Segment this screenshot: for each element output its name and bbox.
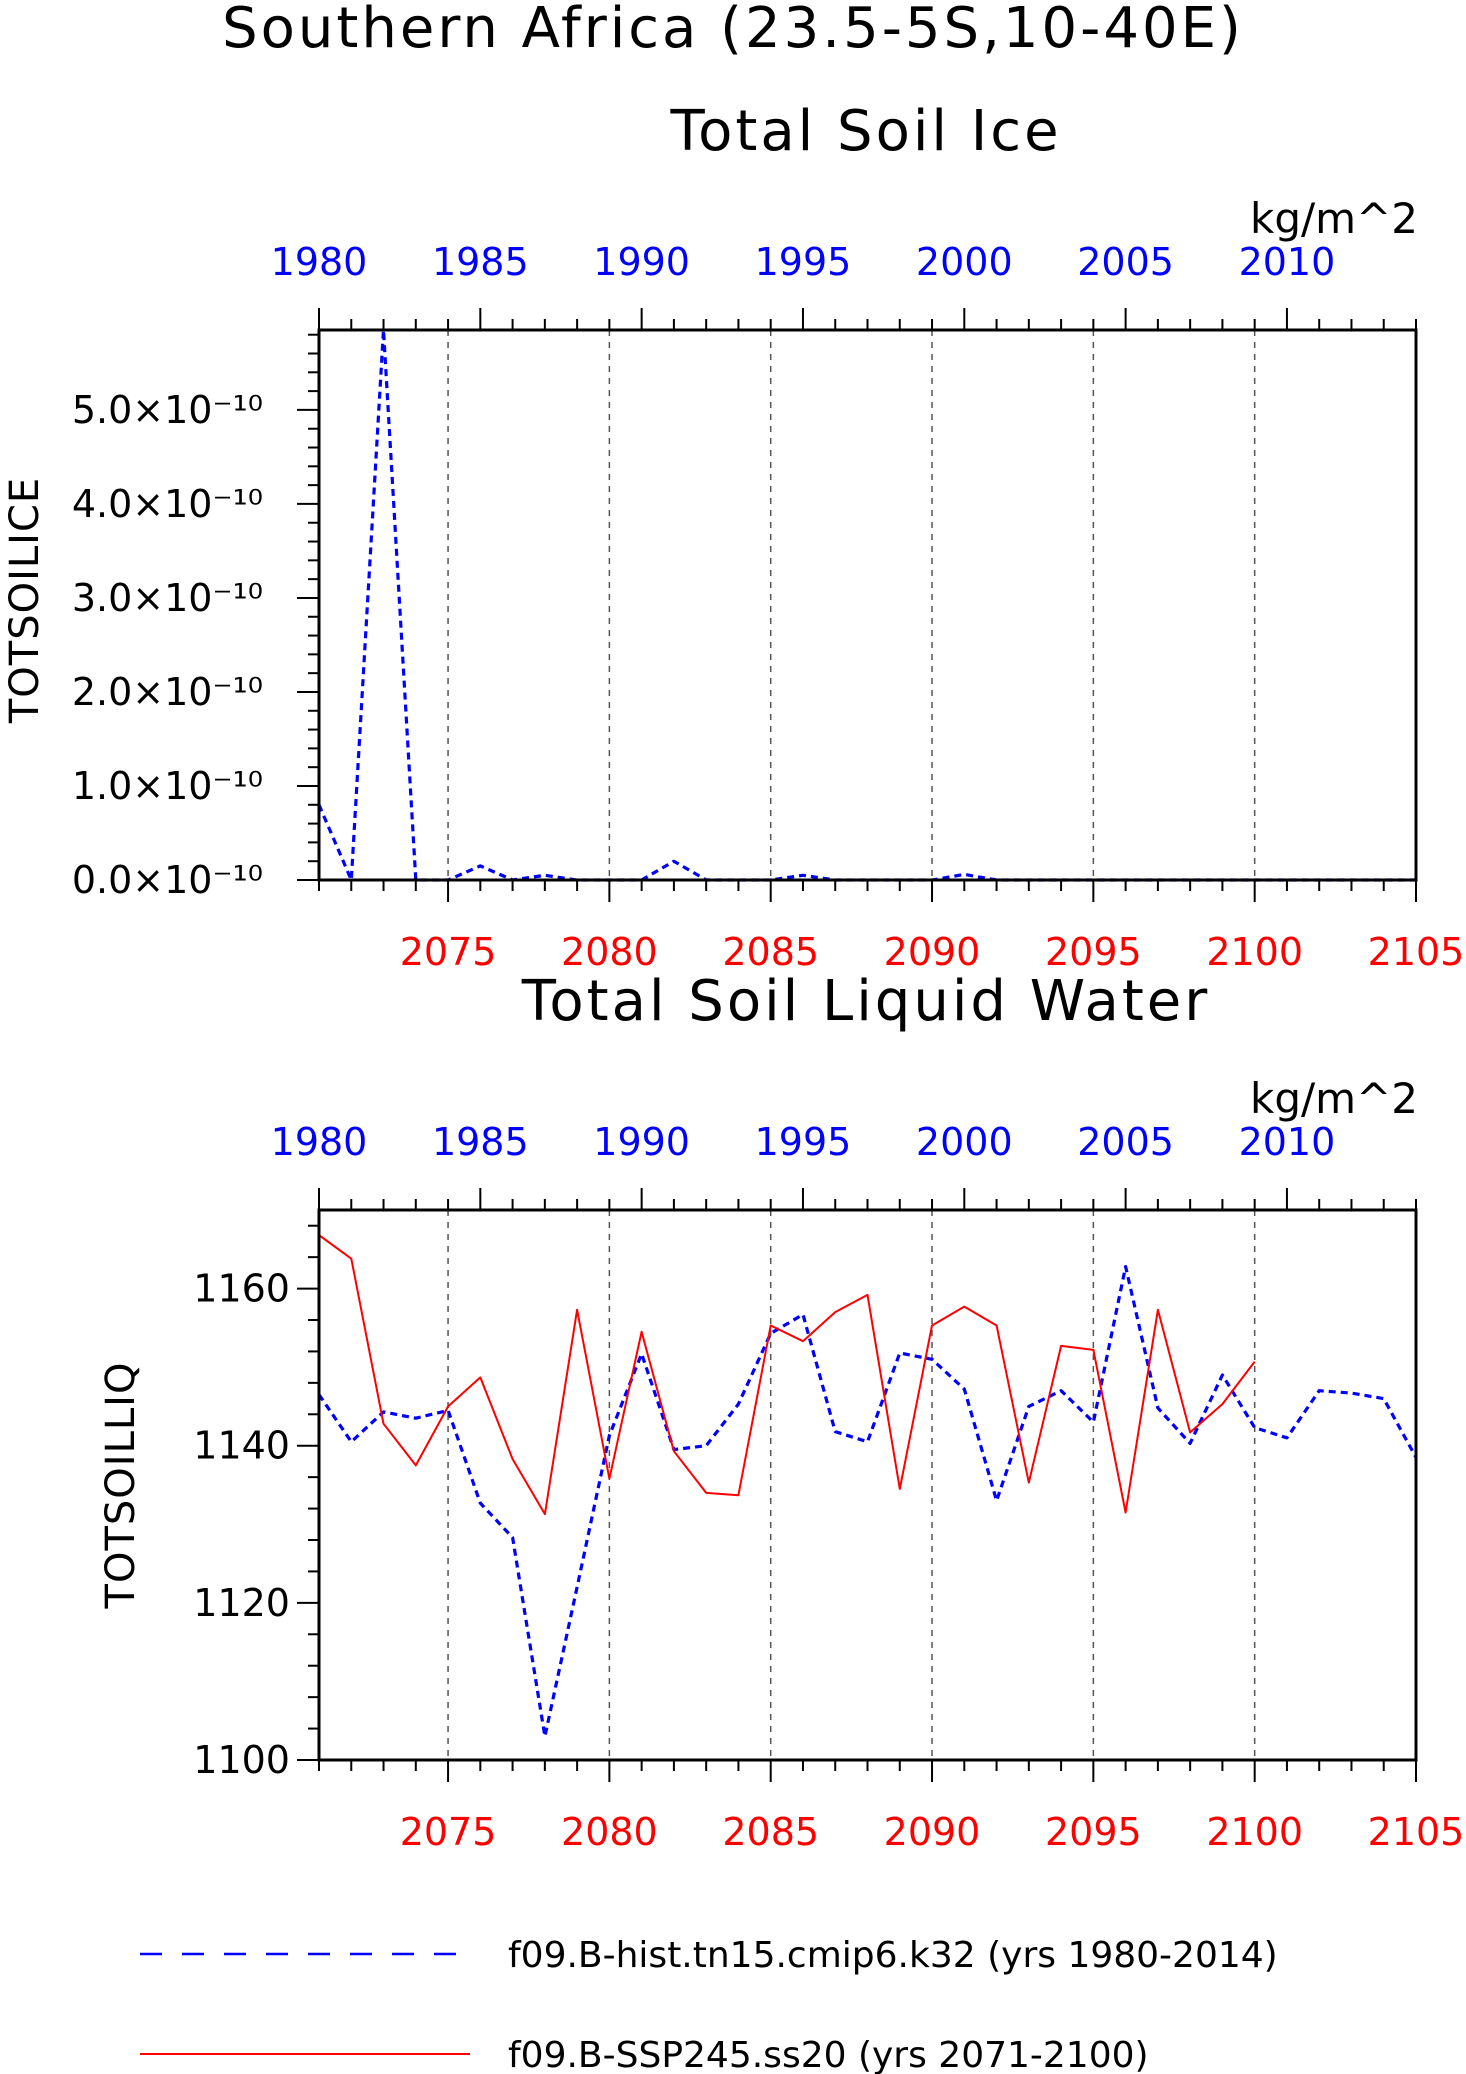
y-axis-tick-label: 5.0×10⁻¹⁰ xyxy=(72,388,263,432)
bottom-axis-tick-label: 2080 xyxy=(561,1810,658,1854)
top-axis-tick-label: 2005 xyxy=(1077,240,1174,284)
top-axis-tick-label: 1995 xyxy=(755,1120,852,1164)
top-axis-tick-label: 1990 xyxy=(593,1120,690,1164)
bottom-axis-tick-label: 2075 xyxy=(400,1810,497,1854)
bottom-axis-tick-label: 2090 xyxy=(884,1810,981,1854)
series-ssp-line xyxy=(319,1234,1256,1516)
y-axis-label: TOTSOILLIQ xyxy=(98,1362,144,1610)
legend: f09.B-hist.tn15.cmip6.k32 (yrs 1980-2014… xyxy=(140,1935,1278,2074)
top-axis-tick-label: 1980 xyxy=(271,1120,368,1164)
panel-title: Total Soil Ice xyxy=(669,99,1061,164)
top-axis-tick-label: 2000 xyxy=(916,240,1013,284)
panel-total-soil-ice: Total Soil Ice kg/m^2 1980 1985 1990 1995 2000… xyxy=(2,99,1464,974)
figure-title: Southern Africa (23.5-5S,10-40E) xyxy=(222,0,1244,61)
y-axis-tick-label: 3.0×10⁻¹⁰ xyxy=(72,576,263,620)
plot-frame xyxy=(317,1208,1418,1762)
bottom-axis-tick-label: 2095 xyxy=(1045,930,1142,974)
bottom-axis-tick-label: 2080 xyxy=(561,930,658,974)
top-axis-tick-label: 1990 xyxy=(593,240,690,284)
top-axis-tick-label: 1985 xyxy=(432,1120,529,1164)
bottom-axis-tick-label: 2100 xyxy=(1206,1810,1303,1854)
y-axis-tick-label: 1100 xyxy=(193,1738,290,1782)
top-axis-tick-label: 2005 xyxy=(1077,1120,1174,1164)
panel-title: Total Soil Liquid Water xyxy=(521,969,1211,1034)
y-axis-tick-label: 1.0×10⁻¹⁰ xyxy=(72,764,263,808)
y-axis-tick-label: 1120 xyxy=(193,1581,290,1625)
bottom-axis-tick-label: 2100 xyxy=(1206,930,1303,974)
bottom-axis-tick-label: 2075 xyxy=(400,930,497,974)
bottom-axis-tick-label: 2085 xyxy=(722,1810,819,1854)
top-axis-tick-label: 1985 xyxy=(432,240,529,284)
top-axis-tick-label: 1995 xyxy=(755,240,852,284)
top-axis-tick-label: 2010 xyxy=(1239,240,1336,284)
y-axis-tick-label: 0.0×10⁻¹⁰ xyxy=(72,858,263,902)
plot-frame xyxy=(317,328,1418,882)
series-hist-line xyxy=(319,328,1416,882)
y-axis-tick-label: 4.0×10⁻¹⁰ xyxy=(72,482,263,526)
y-axis-tick-label: 1160 xyxy=(193,1267,290,1311)
bottom-axis-tick-label: 2085 xyxy=(722,930,819,974)
legend-ssp-label: f09.B-SSP245.ss20 (yrs 2071-2100) xyxy=(508,2035,1149,2074)
top-axis-tick-label: 2000 xyxy=(916,1120,1013,1164)
top-axis-tick-label: 2010 xyxy=(1239,1120,1336,1164)
y-axis-tick-label: 2.0×10⁻¹⁰ xyxy=(72,670,263,714)
units-label: kg/m^2 xyxy=(1250,1074,1418,1123)
bottom-axis-tick-label: 2090 xyxy=(884,930,981,974)
bottom-axis-tick-label: 2095 xyxy=(1045,1810,1142,1854)
y-axis-tick-label: 1140 xyxy=(193,1424,290,1468)
units-label: kg/m^2 xyxy=(1250,194,1418,243)
bottom-axis-tick-label: 2105 xyxy=(1368,930,1465,974)
top-axis-tick-label: 1980 xyxy=(271,240,368,284)
legend-hist-label: f09.B-hist.tn15.cmip6.k32 (yrs 1980-2014… xyxy=(508,1935,1278,1976)
y-axis-label: TOTSOILICE xyxy=(2,477,48,724)
series-hist-line xyxy=(319,1264,1416,1739)
bottom-axis-tick-label: 2105 xyxy=(1368,1810,1465,1854)
panel-total-soil-liquid-water: Total Soil Liquid Water kg/m^2 1980 1985 199… xyxy=(98,969,1464,1854)
